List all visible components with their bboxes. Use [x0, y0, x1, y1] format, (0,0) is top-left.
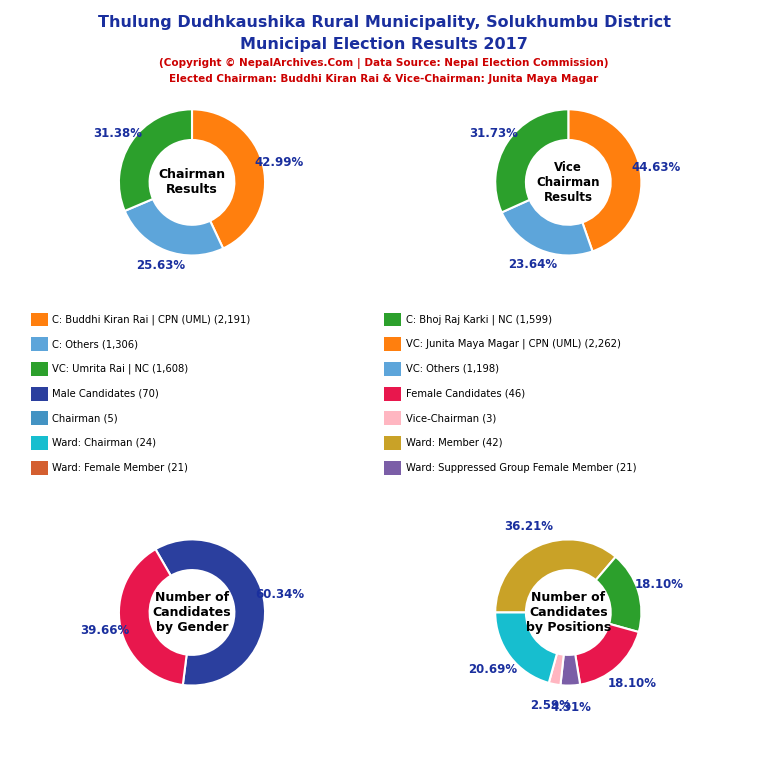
Text: 23.64%: 23.64%	[508, 258, 558, 271]
Text: 39.66%: 39.66%	[80, 624, 129, 637]
Text: Ward: Suppressed Group Female Member (21): Ward: Suppressed Group Female Member (21…	[406, 462, 636, 472]
Text: 60.34%: 60.34%	[255, 588, 304, 601]
Text: Number of
Candidates
by Gender: Number of Candidates by Gender	[153, 591, 231, 634]
Wedge shape	[561, 654, 580, 686]
Wedge shape	[124, 199, 223, 256]
Text: Municipal Election Results 2017: Municipal Election Results 2017	[240, 37, 528, 52]
Wedge shape	[549, 654, 564, 685]
Text: Chairman (5): Chairman (5)	[52, 413, 118, 423]
Text: 36.21%: 36.21%	[504, 520, 553, 533]
Wedge shape	[502, 200, 593, 256]
Text: VC: Others (1,198): VC: Others (1,198)	[406, 364, 498, 374]
Wedge shape	[119, 109, 192, 211]
Text: Male Candidates (70): Male Candidates (70)	[52, 389, 159, 399]
Text: VC: Umrita Rai | NC (1,608): VC: Umrita Rai | NC (1,608)	[52, 364, 188, 374]
Text: C: Buddhi Kiran Rai | CPN (UML) (2,191): C: Buddhi Kiran Rai | CPN (UML) (2,191)	[52, 314, 250, 325]
Text: (Copyright © NepalArchives.Com | Data Source: Nepal Election Commission): (Copyright © NepalArchives.Com | Data So…	[159, 58, 609, 69]
Text: 4.31%: 4.31%	[551, 701, 591, 714]
Text: Ward: Chairman (24): Ward: Chairman (24)	[52, 438, 156, 448]
Text: 25.63%: 25.63%	[136, 259, 185, 272]
Text: 31.73%: 31.73%	[469, 127, 518, 141]
Text: Vice
Chairman
Results: Vice Chairman Results	[537, 161, 600, 204]
Text: C: Others (1,306): C: Others (1,306)	[52, 339, 138, 349]
Text: Number of
Candidates
by Positions: Number of Candidates by Positions	[525, 591, 611, 634]
Text: 18.10%: 18.10%	[634, 578, 684, 591]
Text: Ward: Female Member (21): Ward: Female Member (21)	[52, 462, 188, 472]
Text: Female Candidates (46): Female Candidates (46)	[406, 389, 525, 399]
Wedge shape	[119, 549, 187, 685]
Text: VC: Junita Maya Magar | CPN (UML) (2,262): VC: Junita Maya Magar | CPN (UML) (2,262…	[406, 339, 621, 349]
Wedge shape	[495, 109, 568, 213]
Wedge shape	[596, 557, 641, 632]
Wedge shape	[192, 109, 265, 249]
Text: Chairman
Results: Chairman Results	[158, 168, 226, 197]
Text: 20.69%: 20.69%	[468, 664, 517, 677]
Wedge shape	[495, 539, 616, 613]
Wedge shape	[495, 612, 557, 683]
Wedge shape	[568, 109, 641, 251]
Text: 2.59%: 2.59%	[530, 700, 571, 712]
Text: C: Bhoj Raj Karki | NC (1,599): C: Bhoj Raj Karki | NC (1,599)	[406, 314, 551, 325]
Wedge shape	[575, 624, 639, 684]
Text: 18.10%: 18.10%	[607, 677, 657, 690]
Text: 42.99%: 42.99%	[254, 157, 303, 170]
Wedge shape	[155, 539, 265, 686]
Text: Thulung Dudhkaushika Rural Municipality, Solukhumbu District: Thulung Dudhkaushika Rural Municipality,…	[98, 15, 670, 31]
Text: 44.63%: 44.63%	[631, 161, 681, 174]
Text: Vice-Chairman (3): Vice-Chairman (3)	[406, 413, 496, 423]
Text: 31.38%: 31.38%	[93, 127, 142, 140]
Text: Elected Chairman: Buddhi Kiran Rai & Vice-Chairman: Junita Maya Magar: Elected Chairman: Buddhi Kiran Rai & Vic…	[170, 74, 598, 84]
Text: Ward: Member (42): Ward: Member (42)	[406, 438, 502, 448]
